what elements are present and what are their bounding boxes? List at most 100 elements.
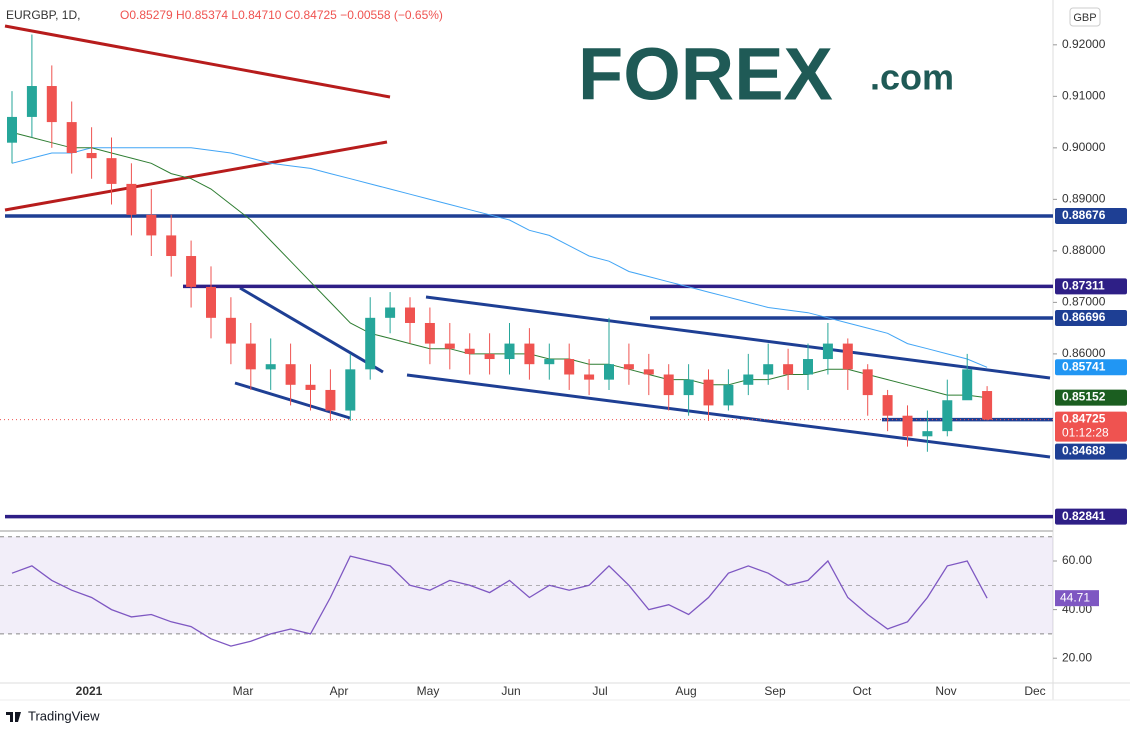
candle-body — [564, 359, 575, 375]
x-tick-label: Apr — [330, 684, 349, 698]
trendline — [4, 140, 388, 212]
candle-body — [604, 364, 614, 380]
x-tick-label: May — [417, 684, 440, 698]
price-tag — [1055, 508, 1127, 525]
tv-icon — [6, 712, 21, 722]
candle-body — [763, 364, 774, 375]
y-tick-label: 0.90000 — [1062, 140, 1106, 154]
price-tag-label: 0.84688 — [1062, 444, 1106, 458]
currency: GBP — [1073, 12, 1096, 24]
candle-body — [803, 359, 813, 375]
candle-body — [743, 374, 754, 385]
candle-body — [305, 384, 316, 390]
price-tag — [1055, 310, 1127, 327]
candle-body — [166, 235, 177, 257]
candle-body — [7, 116, 17, 143]
x-tick-label: Jul — [592, 684, 607, 698]
price-tag — [1055, 389, 1127, 406]
y-tick-label: 0.87000 — [1062, 295, 1106, 309]
rsi-tick-label: 20.00 — [1062, 650, 1092, 664]
candle-body — [46, 86, 57, 123]
trendline — [406, 373, 1051, 459]
candle-body — [265, 364, 276, 370]
currency-box — [1069, 7, 1101, 27]
price-tag-label: 0.88676 — [1062, 208, 1106, 222]
x-tick-label: Oct — [853, 684, 872, 698]
candle-body — [842, 343, 853, 370]
x-tick-label: Aug — [675, 684, 696, 698]
candle-body — [962, 369, 973, 401]
y-tick-label: 0.92000 — [1062, 37, 1106, 51]
x-tick-label: 2021 — [76, 684, 103, 698]
candle-body — [385, 307, 396, 318]
candle-body — [862, 369, 873, 396]
candle-body — [464, 348, 475, 354]
price-tag-label: 0.86696 — [1062, 310, 1106, 324]
price-tag-label: 0.82841 — [1062, 509, 1106, 523]
candle-body — [623, 364, 634, 370]
ohlc: O0.85279 H0.85374 L0.84710 C0.84725 −0.0… — [120, 8, 443, 22]
rsi-band — [0, 536, 1053, 634]
rsi-tag — [1055, 590, 1099, 607]
price-tag — [1055, 359, 1127, 376]
candle-body — [245, 343, 256, 370]
price-tag — [1055, 278, 1127, 295]
candle-body — [186, 256, 197, 287]
y-tick-label: 0.89000 — [1062, 192, 1106, 206]
candle-body — [424, 322, 435, 344]
candle-body — [444, 343, 455, 349]
candle-body — [345, 369, 356, 411]
candle-body — [405, 307, 415, 323]
countdown: 01:12:28 — [1062, 426, 1109, 440]
candle-body — [584, 374, 595, 380]
x-tick-label: Sep — [764, 684, 786, 698]
price-tag-label: 0.85152 — [1062, 390, 1106, 404]
candle-body — [723, 384, 734, 406]
x-tick-label: Mar — [233, 684, 254, 698]
candle-body — [544, 359, 555, 365]
x-tick-label: Jun — [501, 684, 520, 698]
moving-average — [11, 147, 988, 368]
candle-body — [225, 317, 236, 344]
candle-body — [504, 343, 515, 360]
candle-body — [106, 158, 117, 184]
rsi-line — [11, 555, 988, 647]
candle-body — [643, 369, 654, 375]
candle-body — [783, 364, 794, 375]
price-tag-label: 0.87311 — [1062, 279, 1105, 293]
candle-body — [683, 379, 694, 396]
candle-body — [822, 343, 833, 360]
candle-body — [882, 395, 893, 416]
candle-body — [484, 353, 495, 360]
y-tick-label: 0.91000 — [1062, 88, 1106, 102]
candle-body — [325, 389, 336, 411]
candle-body — [146, 214, 157, 236]
candle-body — [982, 391, 993, 420]
candle-body — [26, 86, 37, 117]
footer: TradingView — [28, 708, 100, 723]
price-tag — [1055, 443, 1127, 460]
rsi-tick-label: 60.00 — [1062, 553, 1092, 567]
price-tag — [1055, 411, 1127, 442]
symbol: EURGBP, 1D, — [6, 8, 80, 22]
candle-body — [86, 152, 97, 159]
x-tick-label: Dec — [1024, 684, 1045, 698]
y-tick-label: 0.88000 — [1062, 243, 1106, 257]
candle-body — [922, 431, 933, 437]
trendline — [425, 295, 1051, 380]
candle-body — [942, 400, 953, 432]
candle-body — [703, 379, 714, 406]
candle-body — [66, 122, 77, 153]
price-tag-label: 0.85741 — [1062, 359, 1106, 373]
candle-body — [206, 286, 216, 318]
candle-body — [902, 415, 913, 437]
logo-suffix: .com — [870, 57, 954, 98]
logo-brand: FOREX — [578, 33, 833, 116]
y-tick-label: 0.86000 — [1062, 346, 1106, 360]
x-tick-label: Nov — [935, 684, 956, 698]
candle-body — [524, 343, 535, 365]
price-tag — [1055, 208, 1127, 225]
candle-body — [126, 183, 137, 215]
candle-body — [663, 374, 674, 396]
